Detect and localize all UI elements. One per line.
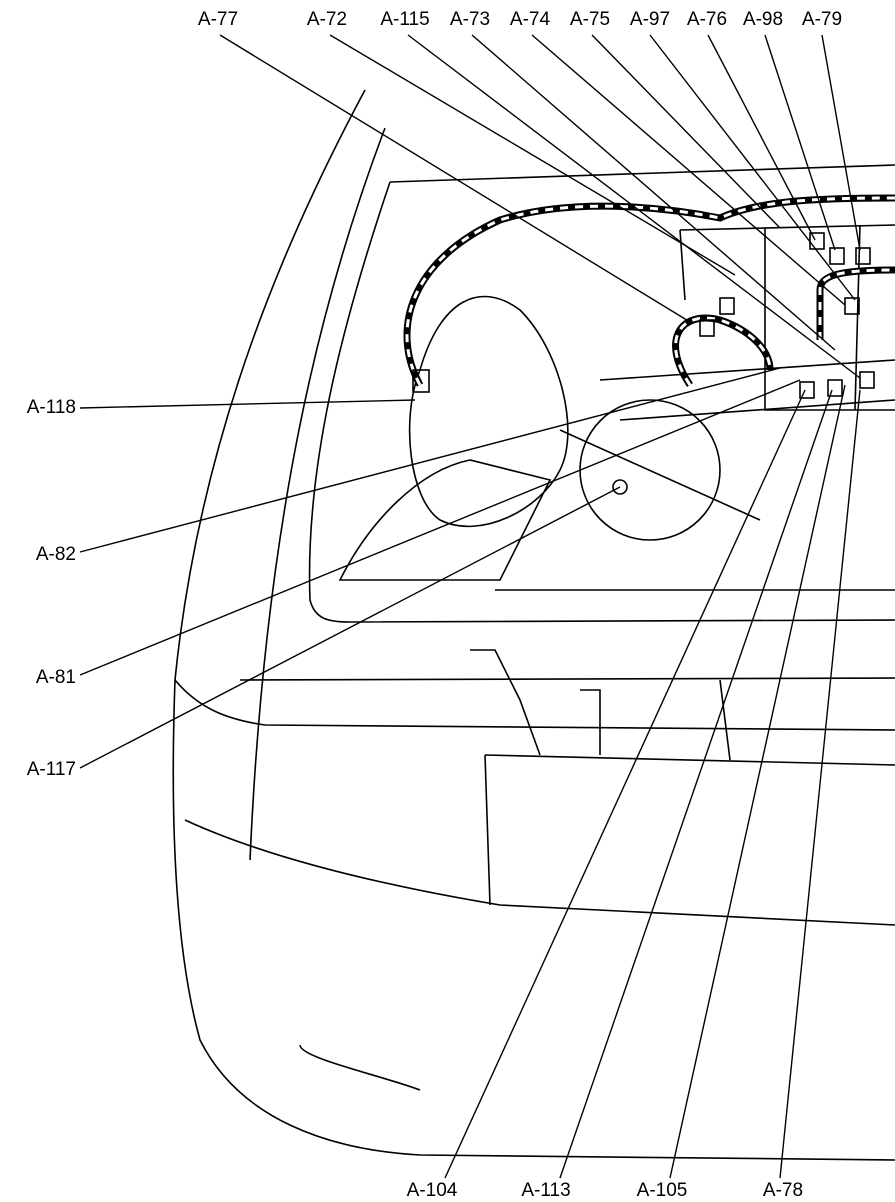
connector-label: A-115 [380, 9, 429, 30]
vehicle-outline [172, 89, 895, 1161]
connector-label: A-73 [450, 9, 490, 30]
labels: A-77 A-72 A-115 A-73 A-74 A-75 A-97 A-76 A-98 A-7… [27, 9, 842, 1201]
leader-lines [79, 34, 861, 1179]
connector-label: A-76 [687, 9, 727, 30]
connector-label: A-113 [521, 1180, 570, 1201]
connector-label: A-78 [763, 1180, 803, 1201]
connector-label: A-81 [36, 667, 76, 688]
connector-label: A-77 [198, 9, 238, 30]
connector-label: A-104 [407, 1180, 458, 1201]
connector-label: A-72 [307, 9, 347, 30]
connector-label: A-79 [802, 9, 842, 30]
connector-label: A-118 [27, 397, 76, 418]
connector-label: A-97 [630, 9, 670, 30]
connector-label: A-82 [36, 544, 76, 565]
wire-harness [403, 194, 895, 495]
connector-label: A-117 [27, 759, 76, 780]
connector-label: A-98 [743, 9, 783, 30]
connector-label: A-75 [570, 9, 610, 30]
connector-label: A-105 [637, 1180, 688, 1201]
connector-label: A-74 [510, 9, 551, 30]
